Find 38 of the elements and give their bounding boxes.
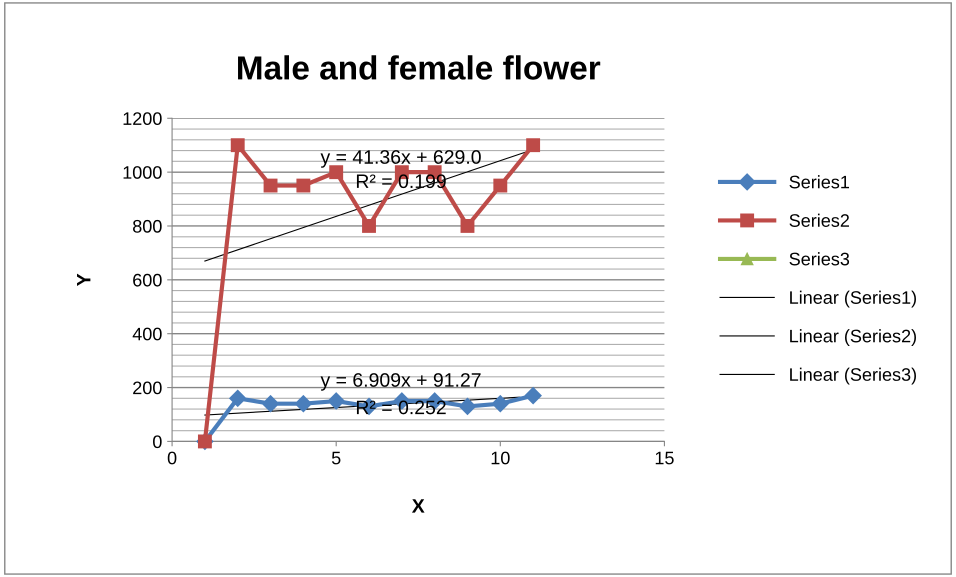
x-tick-label: 0 — [168, 452, 176, 464]
point — [526, 138, 540, 152]
legend-label: Series1 — [789, 175, 850, 188]
point — [524, 387, 542, 404]
legend-label: Series3 — [789, 252, 850, 266]
legend-label: Linear (Series1) — [790, 290, 916, 308]
x-tick-label: 15 — [656, 452, 674, 464]
annotation: y = 41.36x + 629.0 — [320, 150, 481, 168]
y-tick-label: 200 — [133, 381, 162, 394]
point — [296, 178, 310, 193]
y-tick-label: 0 — [153, 435, 162, 448]
point — [328, 392, 345, 410]
point — [229, 390, 246, 407]
legend-label: Series2 — [789, 214, 849, 227]
annotation: R² = 0.252 — [356, 400, 446, 414]
y-tick-label: 600 — [133, 274, 162, 287]
y-tick-label: 1200 — [124, 112, 162, 126]
y-axis-title: Y — [77, 274, 90, 286]
point — [460, 219, 474, 233]
y-tick-label: 800 — [133, 220, 162, 233]
point — [458, 398, 476, 415]
x-axis-title: X — [412, 499, 425, 513]
point — [362, 219, 376, 233]
point — [262, 395, 280, 412]
chart-title: Male and female flower — [238, 55, 600, 80]
y-tick-label: 400 — [132, 328, 162, 340]
annotation: y = 6.909x + 91.27 — [320, 373, 481, 391]
point — [329, 165, 344, 180]
y-tick-label: 1000 — [124, 166, 162, 179]
legend-label: Linear (Series3) — [790, 368, 916, 384]
x-tick-label: 5 — [332, 452, 340, 464]
point — [294, 395, 312, 412]
point — [264, 178, 278, 193]
point — [230, 138, 245, 152]
point — [493, 178, 508, 193]
x-tick-label: 10 — [492, 452, 510, 464]
point — [492, 395, 509, 412]
legend-label: Linear (Series2) — [790, 329, 916, 346]
